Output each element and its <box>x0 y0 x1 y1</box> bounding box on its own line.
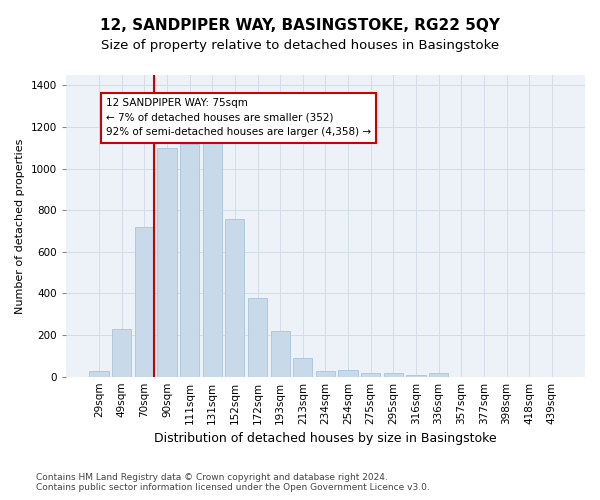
Bar <box>248 298 267 376</box>
Bar <box>271 331 290 376</box>
X-axis label: Distribution of detached houses by size in Basingstoke: Distribution of detached houses by size … <box>154 432 497 445</box>
Text: 12, SANDPIPER WAY, BASINGSTOKE, RG22 5QY: 12, SANDPIPER WAY, BASINGSTOKE, RG22 5QY <box>100 18 500 32</box>
Text: 12 SANDPIPER WAY: 75sqm
← 7% of detached houses are smaller (352)
92% of semi-de: 12 SANDPIPER WAY: 75sqm ← 7% of detached… <box>106 98 371 138</box>
Bar <box>157 148 176 376</box>
Bar <box>429 373 448 376</box>
Bar <box>293 358 313 376</box>
Bar <box>112 329 131 376</box>
Text: Contains public sector information licensed under the Open Government Licence v3: Contains public sector information licen… <box>36 484 430 492</box>
Text: Size of property relative to detached houses in Basingstoke: Size of property relative to detached ho… <box>101 39 499 52</box>
Bar <box>384 373 403 376</box>
Bar <box>406 374 425 376</box>
Bar <box>361 372 380 376</box>
Bar <box>180 144 199 376</box>
Bar <box>316 371 335 376</box>
Bar <box>135 227 154 376</box>
Y-axis label: Number of detached properties: Number of detached properties <box>15 138 25 314</box>
Bar <box>225 218 244 376</box>
Text: Contains HM Land Registry data © Crown copyright and database right 2024.: Contains HM Land Registry data © Crown c… <box>36 474 388 482</box>
Bar <box>203 142 222 376</box>
Bar <box>338 370 358 376</box>
Bar <box>89 371 109 376</box>
